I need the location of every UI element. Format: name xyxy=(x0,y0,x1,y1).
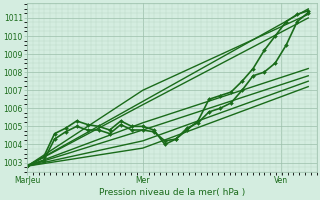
X-axis label: Pression niveau de la mer( hPa ): Pression niveau de la mer( hPa ) xyxy=(99,188,245,197)
